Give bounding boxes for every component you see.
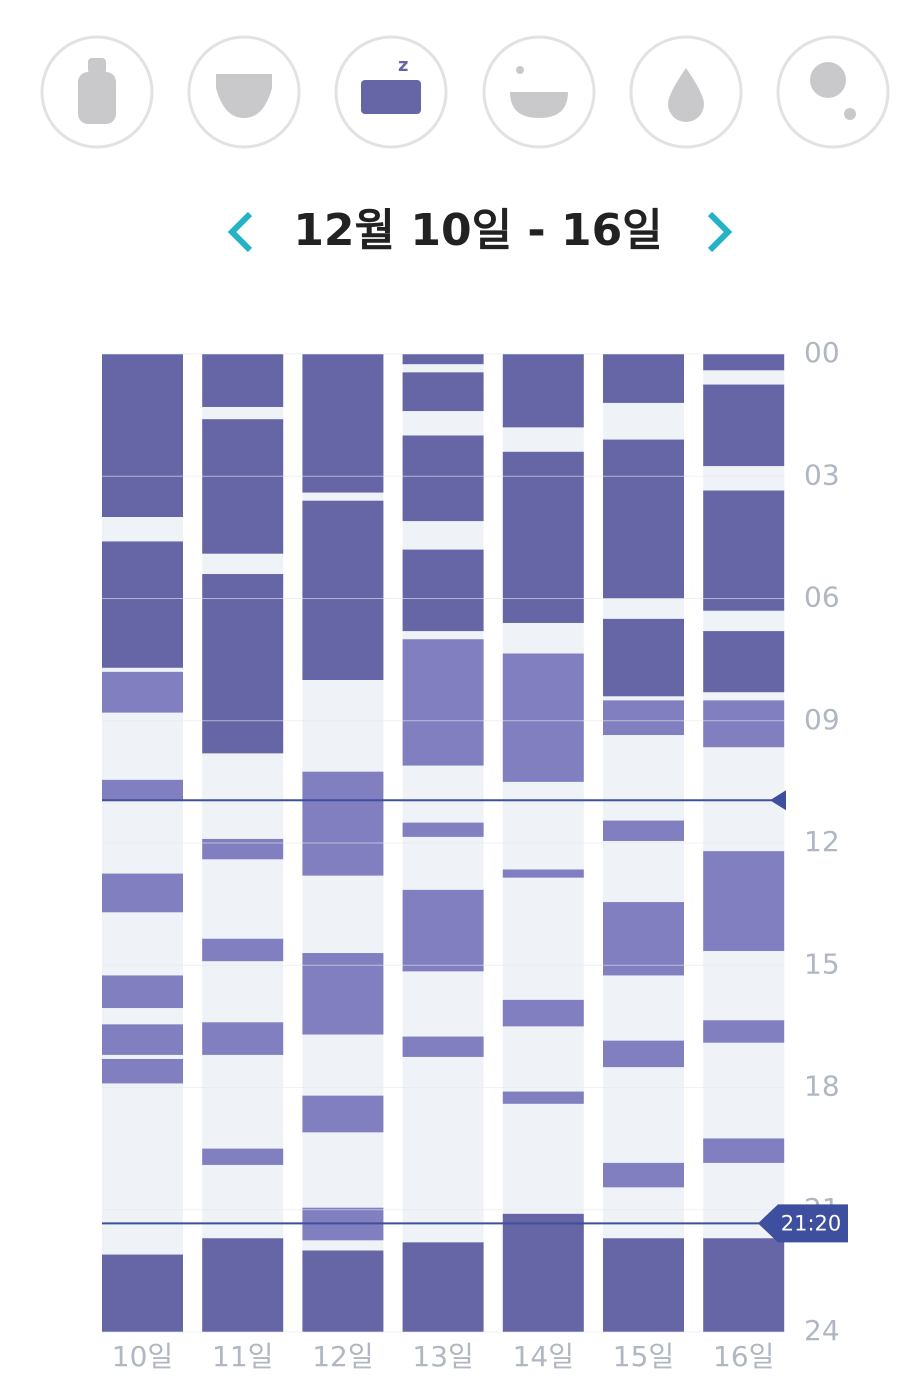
sleep-segment xyxy=(603,1162,684,1188)
diaper-icon xyxy=(216,74,272,118)
day-label: 12일 xyxy=(312,1340,373,1373)
day-label: 13일 xyxy=(412,1340,473,1373)
icon-glyphs: z xyxy=(78,55,856,124)
category-icons xyxy=(40,35,890,149)
sleep-segment xyxy=(603,618,684,697)
sleep-segment xyxy=(102,1024,183,1055)
sleep-segment xyxy=(703,1238,785,1332)
bottle-icon xyxy=(78,72,116,124)
sleep-segment xyxy=(703,384,785,467)
sleep-segment xyxy=(402,435,484,522)
y-tick-label: 09 xyxy=(804,703,840,736)
sleep-segment xyxy=(102,354,183,517)
sleep-segment xyxy=(603,902,684,976)
week-title: 12월 10일 - 16일 xyxy=(293,205,662,256)
sleep-segment xyxy=(603,1238,684,1332)
sleep-segment xyxy=(402,1242,484,1332)
sleep-segment xyxy=(502,1213,584,1332)
y-tick-label: 15 xyxy=(804,947,840,980)
time-marker-badge xyxy=(758,1204,848,1243)
y-tick-label: 03 xyxy=(804,458,840,491)
sleep-segment xyxy=(102,873,183,913)
sleep-segment xyxy=(502,1091,584,1104)
sleep-segment xyxy=(302,771,384,876)
time-marker-label: 21:20 xyxy=(781,1211,842,1235)
sleep-segment xyxy=(703,851,785,951)
sleep-segment xyxy=(603,820,684,841)
sleep-segment xyxy=(202,419,284,554)
diaper-button[interactable] xyxy=(187,35,301,149)
sleep-segment xyxy=(402,889,484,972)
prev-week[interactable] xyxy=(227,211,253,253)
sleep-segment xyxy=(202,1238,284,1332)
toy-button[interactable] xyxy=(776,35,890,149)
rattle-icon xyxy=(810,62,846,98)
sleep-segment xyxy=(102,779,183,801)
sleep-segment xyxy=(502,869,584,878)
day-label: 10일 xyxy=(112,1340,173,1373)
sleep-segment xyxy=(603,354,684,403)
sleep-segment xyxy=(402,1036,484,1057)
sleep-segment xyxy=(102,671,183,713)
sleep-segment xyxy=(402,822,484,837)
bath-button[interactable] xyxy=(482,35,596,149)
chart: 10일11일12일13일14일15일16일0003060912151821242… xyxy=(102,336,848,1373)
y-tick-label: 06 xyxy=(804,581,840,614)
feeding-button[interactable] xyxy=(40,35,154,149)
sleep-segment xyxy=(102,541,183,668)
sleep-segment xyxy=(302,500,384,680)
sleep-segment xyxy=(502,999,584,1027)
day-label: 14일 xyxy=(513,1340,574,1373)
rattle-handle xyxy=(844,108,856,120)
sleep-segment xyxy=(603,1040,684,1068)
sleep-segment xyxy=(502,653,584,782)
sleep-segment xyxy=(202,938,284,962)
sleep-segment xyxy=(302,953,384,1035)
crib-icon xyxy=(361,80,421,114)
sleep-z: z xyxy=(398,55,408,76)
day-label: 11일 xyxy=(212,1340,273,1373)
sleep-segment xyxy=(603,439,684,599)
sleep-segment xyxy=(302,1250,384,1332)
sleep-segment xyxy=(502,451,584,623)
sleep-segment xyxy=(703,354,785,371)
sleep-segment xyxy=(202,354,284,407)
day-label: 15일 xyxy=(613,1340,674,1373)
day-label: 16일 xyxy=(713,1340,774,1373)
sleep-segment xyxy=(102,1254,183,1332)
pump-button[interactable] xyxy=(629,35,743,149)
sleep-segment xyxy=(202,1148,284,1165)
sleep-segment xyxy=(703,700,785,748)
sleep-segment xyxy=(202,574,284,754)
bubble xyxy=(516,66,524,74)
sleep-segment xyxy=(703,1138,785,1163)
sleep-segment xyxy=(302,354,384,493)
sleep-button[interactable] xyxy=(334,35,448,149)
bottle-cap xyxy=(88,58,106,74)
sleep-segment xyxy=(402,354,484,365)
sleep-segment xyxy=(102,1058,183,1084)
next-week[interactable] xyxy=(707,211,733,253)
y-tick-label: 24 xyxy=(804,1314,840,1347)
sleep-segment xyxy=(603,700,684,736)
drop-icon xyxy=(668,68,704,122)
y-tick-label: 18 xyxy=(804,1070,840,1103)
sleep-segment xyxy=(502,354,584,428)
sleep-segment xyxy=(703,1020,785,1043)
sleep-segment xyxy=(202,1022,284,1055)
sleep-segment xyxy=(703,490,785,611)
sleep-segment xyxy=(402,372,484,412)
y-tick-label: 00 xyxy=(804,336,840,369)
sleep-segment xyxy=(302,1095,384,1133)
bath-icon xyxy=(510,92,568,118)
time-marker-pointer xyxy=(770,790,786,811)
sleep-segment xyxy=(402,639,484,766)
y-tick-label: 12 xyxy=(804,825,840,858)
sleep-segment xyxy=(402,549,484,632)
sleep-segment xyxy=(703,631,785,693)
sleep-segment xyxy=(102,975,183,1009)
sleep-segment xyxy=(202,838,284,860)
